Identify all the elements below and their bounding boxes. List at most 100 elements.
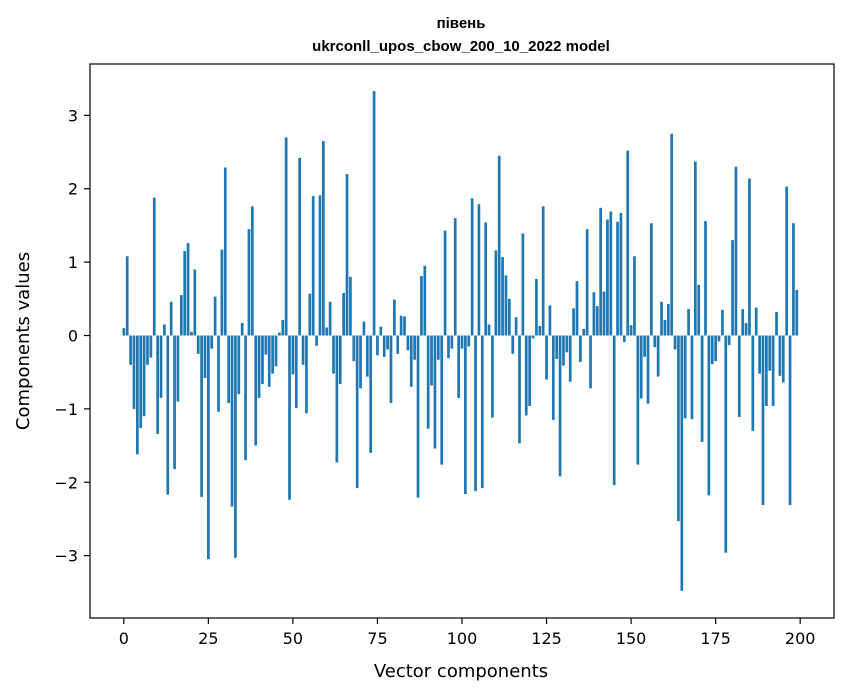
bar (727, 335, 731, 346)
bar (220, 249, 224, 336)
bar (362, 321, 366, 336)
bar (683, 335, 687, 419)
bar (399, 315, 403, 336)
bar (717, 335, 721, 342)
bar (741, 309, 745, 336)
bar (132, 335, 136, 409)
bar (291, 335, 295, 375)
bar (677, 335, 680, 522)
x-tick-label: 25 (198, 629, 218, 648)
bar (342, 292, 345, 336)
bar (555, 335, 559, 359)
bar (737, 335, 741, 417)
bar (710, 335, 714, 365)
bar (734, 166, 738, 336)
bar (223, 167, 227, 336)
bar (420, 276, 423, 336)
x-tick-label: 200 (785, 629, 816, 648)
bar (122, 328, 126, 336)
bar (271, 335, 274, 374)
bar (352, 335, 356, 362)
bar (690, 335, 694, 420)
bar (528, 335, 531, 406)
x-tick-label: 150 (616, 629, 647, 648)
bar (284, 137, 288, 336)
bar (135, 335, 139, 455)
y-tick-label: −1 (54, 400, 78, 419)
x-tick-label: 50 (283, 629, 303, 648)
bar (538, 325, 542, 336)
y-tick-label: 0 (68, 326, 78, 345)
bar (244, 335, 247, 461)
bar (491, 335, 494, 418)
bar (761, 335, 765, 505)
bar (687, 309, 690, 336)
bar (338, 335, 342, 384)
bar (240, 323, 244, 336)
bar (731, 240, 734, 336)
bar (230, 335, 234, 507)
bar (775, 312, 778, 336)
bar (423, 265, 427, 336)
bar (207, 335, 210, 560)
bar (494, 250, 498, 336)
bar (765, 335, 768, 406)
bar (426, 335, 430, 429)
bar (714, 335, 717, 362)
bar (403, 316, 406, 336)
bar (234, 335, 237, 558)
bar (365, 335, 369, 377)
chart-subtitle: ukrconll_upos_cbow_200_10_2022 model (312, 38, 610, 55)
bar (440, 335, 444, 465)
bar (599, 207, 603, 336)
y-tick-label: 1 (68, 253, 78, 272)
bar (369, 335, 373, 453)
bar (673, 335, 677, 350)
bar (237, 335, 241, 395)
bar (321, 141, 325, 336)
bar (470, 198, 474, 336)
bar (129, 335, 132, 365)
bar (511, 335, 515, 354)
bar (288, 335, 291, 500)
bar (758, 335, 761, 374)
bar (298, 157, 302, 336)
bar (504, 275, 508, 336)
bar (464, 335, 467, 494)
bar (771, 335, 775, 406)
bar (579, 335, 582, 362)
bar (507, 298, 511, 336)
bar (163, 324, 166, 336)
bar (562, 335, 565, 366)
bar (781, 335, 785, 383)
bar (156, 335, 159, 434)
bar (436, 335, 440, 360)
bar (332, 335, 335, 374)
bar (670, 133, 674, 336)
bar (585, 229, 589, 336)
bar (450, 335, 454, 349)
bar (193, 269, 197, 336)
bar (663, 320, 667, 336)
bar (653, 335, 657, 348)
bar (788, 335, 792, 505)
bar (217, 335, 220, 412)
y-tick-label: −3 (54, 547, 78, 566)
bar (568, 335, 572, 382)
bar (139, 335, 143, 428)
bar (379, 326, 383, 336)
bar (406, 335, 410, 351)
bar (487, 324, 491, 336)
bar (200, 335, 203, 497)
bar (125, 256, 129, 336)
bar (484, 222, 488, 336)
bar (203, 335, 207, 379)
x-axis-label: Vector components (374, 661, 548, 682)
bar (376, 335, 379, 356)
bar (497, 155, 501, 336)
bar (589, 335, 592, 389)
bar (227, 335, 231, 404)
bar (457, 335, 460, 398)
bar (328, 301, 332, 336)
x-tick-label: 125 (531, 629, 562, 648)
